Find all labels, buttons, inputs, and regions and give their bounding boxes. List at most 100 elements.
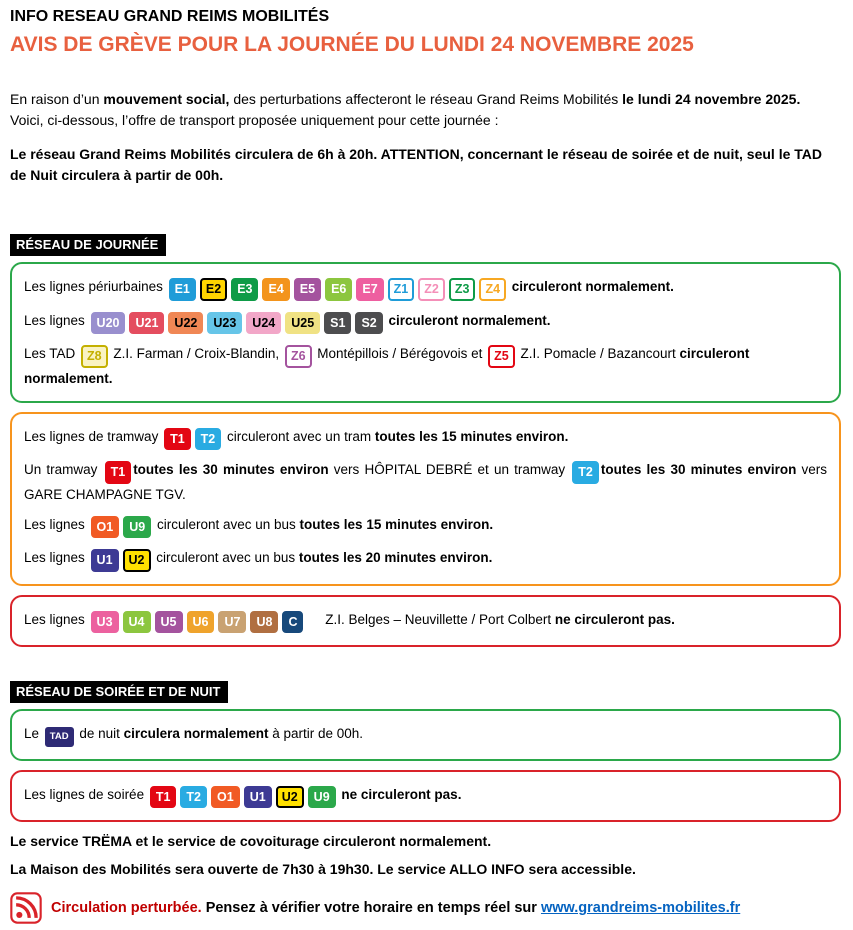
intro-bold-date: le lundi 24 novembre 2025. <box>622 91 801 107</box>
row-text: Le <box>24 726 43 741</box>
intro-text: En raison d’un <box>10 91 104 107</box>
badge-u9: U9 <box>307 785 336 808</box>
badge-t2: T2 <box>180 785 208 808</box>
row-bold: circuleront normalement. <box>508 279 674 294</box>
row-text: vers HÔPITAL DEBRÉ et un tramway <box>328 462 571 477</box>
row-text: Z.I. Belges – Neuvillette / Port Colbert <box>321 611 555 627</box>
badge-t1: T1 <box>164 427 191 450</box>
badge-z2: Z2 <box>418 278 445 301</box>
badge-u2: U2 <box>122 549 151 572</box>
badge-u7: U7 <box>218 610 247 633</box>
stopped-lines-box: Les lignes U3 U4 U5 U6 U7 U8 C Z.I. Belges – N… <box>10 594 841 647</box>
row-text: Les lignes de soirée <box>24 786 148 802</box>
badge-u23: U23 <box>207 311 243 334</box>
alert-text: Circulation perturbée. Pensez à vérifier… <box>51 900 740 916</box>
rss-alert-icon <box>10 892 42 924</box>
row-text: circuleront avec un bus <box>152 550 299 565</box>
badge-u1: U1 <box>90 549 119 572</box>
page-title: INFO RESEAU GRAND REIMS MOBILITÉS <box>10 8 330 25</box>
badge-o1: O1 <box>211 785 240 808</box>
alert-title: AVIS DE GRÈVE POUR LA JOURNÉE DU LUNDI 2… <box>10 33 694 56</box>
badge-tad: TAD <box>44 727 74 747</box>
badge-u8: U8 <box>250 610 279 633</box>
tad-lines-row: Les TAD Z8 Z.I. Farman / Croix-Blandin, … <box>24 343 827 389</box>
row-text: circuleront avec un tram <box>223 428 375 444</box>
alert-rest-text: Pensez à vérifier votre horaire en temps… <box>201 900 541 916</box>
badge-o1: O1 <box>90 515 120 538</box>
badge-e2: E2 <box>199 278 228 301</box>
badge-s2: S2 <box>355 311 383 334</box>
badge-s1: S1 <box>324 311 352 334</box>
row-bold: ne circuleront pas. <box>554 611 675 627</box>
row-bold: toutes les 15 minutes environ. <box>299 516 494 532</box>
badge-e6: E6 <box>325 278 353 301</box>
badge-u3: U3 <box>90 610 119 633</box>
night-stopped-box: Les lignes de soirée T1 T2 O1 U1 U2 U9 ne cir… <box>10 769 841 822</box>
bus-15min-row: Les lignes O1 U9 circuleront avec un bus … <box>24 514 827 538</box>
maison-mobilites-note: La Maison des Mobilités sera ouverte de … <box>10 861 636 877</box>
row-text: à partir de 00h. <box>268 726 364 741</box>
row-text: Z.I. Pomacle / Bazancourt <box>516 346 680 361</box>
badge-t2: T2 <box>194 427 222 450</box>
bus-20min-row: Les lignes U1 U2 circuleront avec un bus … <box>24 547 827 572</box>
day-normal-lines-box: Les lignes périurbaines E1 E2 E3 E4 E5 E6 E7 Z1… <box>10 262 841 403</box>
row-bold: toutes les 15 minutes environ. <box>374 428 569 444</box>
badge-u5: U5 <box>154 610 183 633</box>
section-day-label: RÉSEAU DE JOURNÉE <box>10 234 167 256</box>
tram-frequency-box: Les lignes de tramway T1 T2 circuleront a… <box>10 411 841 586</box>
badge-e1: E1 <box>168 278 196 301</box>
intro-text: des perturbations affecteront le réseau … <box>229 91 623 107</box>
stopped-lines-row: Les lignes U3 U4 U5 U6 U7 U8 C Z.I. Belges – N… <box>24 609 827 633</box>
badge-e7: E7 <box>356 278 384 301</box>
badge-z8: Z8 <box>81 345 108 368</box>
row-text: Les TAD <box>24 346 80 361</box>
row-text: Les lignes périurbaines <box>24 279 167 294</box>
badge-u20: U20 <box>90 311 126 334</box>
periurban-lines-row: Les lignes périurbaines E1 E2 E3 E4 E5 E6 E7 Z1… <box>24 276 827 301</box>
badge-t2: T2 <box>572 461 599 484</box>
section-night-label: RÉSEAU DE SOIRÉE ET DE NUIT <box>10 681 229 703</box>
badge-t1: T1 <box>149 785 177 808</box>
row-text: Les lignes <box>24 550 89 565</box>
badge-e3: E3 <box>231 278 259 301</box>
service-hours-note: Le réseau Grand Reims Mobilités circuler… <box>10 146 822 183</box>
badge-u21: U21 <box>129 311 165 334</box>
row-bold: circulera normalement <box>123 726 269 741</box>
badge-u1: U1 <box>243 785 272 808</box>
row-text: Les lignes <box>24 611 89 627</box>
row-bold: circuleront normalement. <box>24 346 750 386</box>
grandreims-website-link[interactable]: www.grandreims-mobilites.fr <box>540 900 741 916</box>
badge-c: C <box>282 610 304 633</box>
row-text: de nuit <box>75 726 124 741</box>
trema-service-note: Le service TRËMA et le service de covoit… <box>10 833 492 849</box>
row-bold: toutes les 30 minutes environ <box>133 462 329 477</box>
row-bold: toutes les 30 minutes environ <box>600 462 797 477</box>
alert-red-text: Circulation perturbée. <box>51 900 202 916</box>
night-tad-box: Le TAD de nuit circulera normalement à p… <box>10 709 841 761</box>
badge-z4: Z4 <box>479 278 507 301</box>
badge-e5: E5 <box>293 278 322 301</box>
row-text: vers GARE CHAMPAGNE TGV. <box>24 462 827 502</box>
row-text: Les lignes <box>24 312 89 328</box>
badge-u2: U2 <box>275 785 304 808</box>
night-tad-row: Le TAD de nuit circulera normalement à p… <box>24 723 827 747</box>
footer: Le service TRËMA et le service de covoit… <box>10 831 841 924</box>
row-text: Les lignes <box>24 516 89 532</box>
tram-direction-row: Un tramway T1 toutes les 30 minutes envir… <box>24 459 827 505</box>
badge-u9: U9 <box>123 515 152 538</box>
badge-u6: U6 <box>186 610 215 633</box>
disruption-alert: Circulation perturbée. Pensez à vérifier… <box>10 892 841 924</box>
badge-u24: U24 <box>246 311 282 334</box>
badge-u4: U4 <box>122 610 151 633</box>
badge-u22: U22 <box>168 311 204 334</box>
badge-t1: T1 <box>104 461 132 484</box>
row-bold: ne circuleront pas. <box>337 786 462 802</box>
row-bold: toutes les 20 minutes environ. <box>298 550 493 565</box>
intro-paragraph: En raison d’un mouvement social, des per… <box>10 89 841 131</box>
row-text: Un tramway <box>24 462 103 477</box>
badge-z6: Z6 <box>284 345 312 368</box>
night-stopped-row: Les lignes de soirée T1 T2 O1 U1 U2 U9 ne cir… <box>24 784 827 808</box>
row-text: Les lignes de tramway <box>24 428 163 444</box>
badge-z5: Z5 <box>488 345 515 368</box>
badge-e4: E4 <box>262 278 290 301</box>
